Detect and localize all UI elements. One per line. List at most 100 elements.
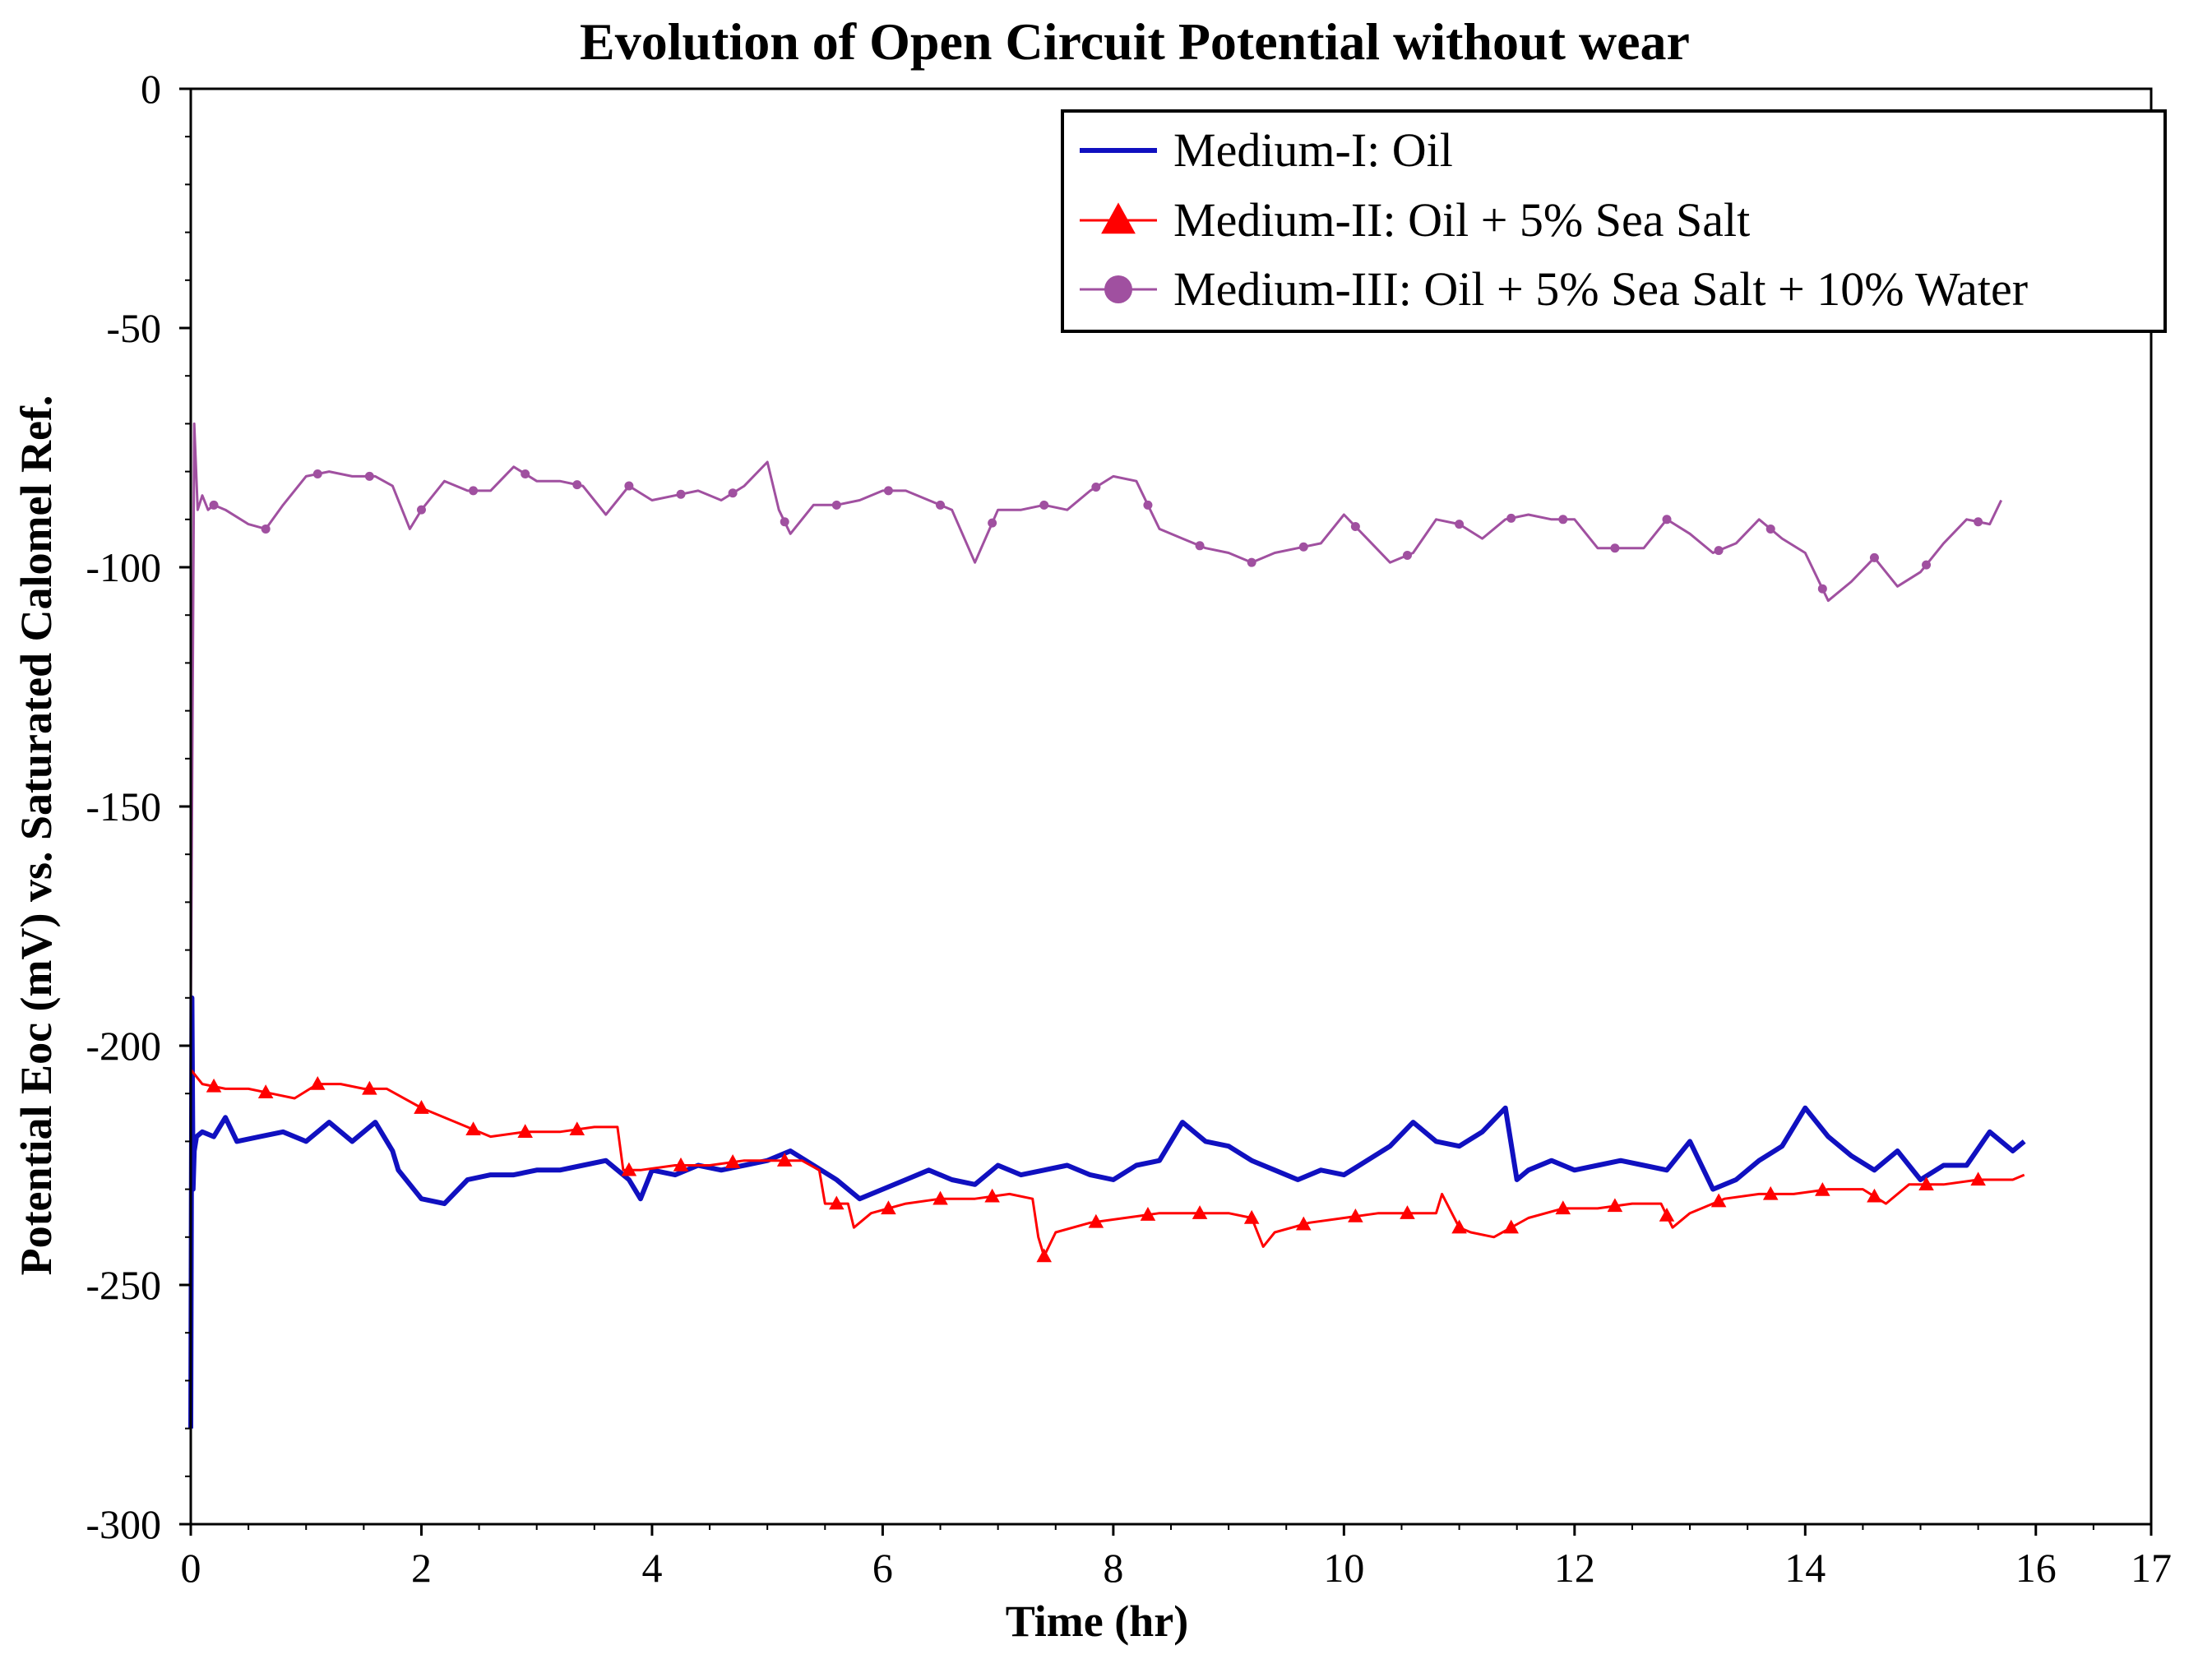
x-tick-label: 6	[872, 1545, 893, 1591]
data-point	[776, 1153, 793, 1167]
data-point	[728, 488, 738, 498]
data-point	[1088, 1213, 1104, 1228]
x-tick-label: 10	[1323, 1545, 1364, 1591]
data-point	[676, 489, 686, 499]
x-tick-label: 4	[641, 1545, 662, 1591]
data-point	[257, 1084, 274, 1098]
x-tick-label: 12	[1554, 1545, 1595, 1591]
y-axis-label: Potential Eoc (mV) vs. Saturated Calomel…	[12, 395, 61, 1276]
data-point	[261, 524, 271, 534]
data-point	[621, 1162, 637, 1176]
data-point	[988, 518, 997, 528]
data-point	[1607, 1198, 1623, 1213]
data-point	[1348, 1208, 1363, 1222]
data-point	[1298, 542, 1308, 552]
data-point	[569, 1121, 585, 1136]
legend-box	[1061, 109, 2167, 333]
data-point	[309, 1075, 326, 1090]
data-point	[1817, 584, 1827, 594]
data-point	[469, 486, 479, 496]
data-point	[881, 1200, 896, 1215]
data-point	[932, 1190, 948, 1205]
legend-label: Medium-III: Oil + 5% Sea Salt + 10% Wate…	[1173, 262, 2028, 316]
data-point	[831, 500, 841, 510]
legend-marker	[1104, 275, 1132, 303]
data-point	[1143, 500, 1153, 510]
data-point	[1400, 1205, 1415, 1219]
legend-entry-2: Medium-II: Oil + 5% Sea Salt	[1080, 193, 1750, 247]
data-point	[1710, 1193, 1727, 1208]
data-point	[1762, 1185, 1779, 1200]
data-point	[521, 469, 530, 479]
series-3	[189, 422, 2003, 1022]
data-point	[624, 481, 634, 491]
data-point	[1662, 515, 1672, 525]
data-point	[517, 1124, 533, 1138]
data-point	[416, 505, 426, 515]
data-point	[984, 1188, 1000, 1203]
data-point	[1295, 1216, 1312, 1231]
series-line-3	[189, 422, 2003, 1022]
y-tick-label: -150	[86, 783, 161, 830]
legend: Medium-I: Oil Medium-II: Oil + 5% Sea Sal…	[1061, 109, 2167, 333]
data-point	[414, 1100, 429, 1114]
chart-title: Evolution of Open Circuit Potential with…	[580, 12, 1690, 71]
data-point	[780, 517, 789, 527]
series-line-2	[189, 1069, 2025, 1258]
data-point	[1555, 1200, 1571, 1215]
data-point	[1455, 520, 1465, 529]
data-point	[312, 469, 322, 479]
legend-entry-3: Medium-III: Oil + 5% Sea Salt + 10% Wate…	[1080, 262, 2028, 316]
y-tick-label: -300	[86, 1501, 161, 1547]
data-point	[572, 480, 582, 490]
series-line-1	[188, 995, 2026, 1429]
data-point	[1503, 1219, 1519, 1234]
y-tick-label: -50	[106, 305, 161, 351]
data-point	[1140, 1207, 1156, 1221]
data-point	[883, 486, 893, 496]
data-point	[1558, 515, 1568, 525]
data-point	[364, 471, 374, 481]
y-tick-label: 0	[141, 66, 161, 112]
data-point	[1974, 517, 1983, 527]
y-tick-label: -200	[86, 1023, 161, 1069]
data-point	[1402, 550, 1412, 560]
data-point	[362, 1080, 377, 1095]
data-point	[206, 1078, 222, 1093]
series-1	[188, 995, 2026, 1429]
series-layer	[188, 422, 2026, 1429]
series-2	[189, 1069, 2025, 1263]
x-tick-label: 0	[181, 1545, 201, 1591]
data-point	[829, 1195, 845, 1210]
data-point	[1659, 1208, 1675, 1222]
data-point	[1869, 552, 1879, 562]
data-point	[673, 1157, 689, 1171]
data-point	[1451, 1219, 1467, 1234]
data-point	[1765, 524, 1775, 534]
data-point	[1247, 557, 1256, 567]
x-tick-label: 17	[2131, 1545, 2172, 1591]
x-tick-label: 16	[2015, 1545, 2057, 1591]
legend-entry-1: Medium-I: Oil	[1080, 123, 1453, 177]
data-point	[1243, 1209, 1260, 1224]
x-tick-label: 14	[1784, 1545, 1826, 1591]
data-point	[1918, 1176, 1934, 1190]
data-point	[1039, 500, 1049, 510]
data-point	[1036, 1248, 1053, 1263]
data-point	[724, 1154, 741, 1168]
x-axis-label: Time (hr)	[1006, 1597, 1188, 1646]
data-point	[936, 500, 946, 510]
data-point	[1970, 1171, 1986, 1186]
legend-label: Medium-II: Oil + 5% Sea Salt	[1173, 193, 1750, 247]
y-tick-label: -250	[86, 1262, 161, 1308]
x-tick-label: 2	[411, 1545, 432, 1591]
data-point	[1091, 483, 1101, 492]
x-tick-label: 8	[1103, 1545, 1123, 1591]
y-tick-label: -100	[86, 544, 161, 590]
data-point	[1815, 1181, 1830, 1196]
data-point	[1610, 543, 1620, 553]
data-point	[209, 500, 219, 510]
legend-label: Medium-I: Oil	[1173, 123, 1453, 177]
data-point	[1192, 1205, 1208, 1219]
